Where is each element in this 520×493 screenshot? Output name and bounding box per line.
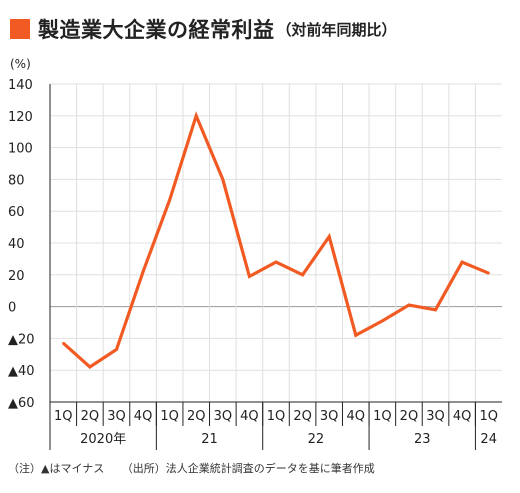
y-tick-label: 20 bbox=[8, 269, 25, 284]
footnotes: （注）▲はマイナス （出所）法人企業統計調査のデータを基に筆者作成 bbox=[8, 460, 375, 476]
x-tick-label: 2Q bbox=[293, 409, 312, 424]
year-label: 22 bbox=[308, 432, 325, 447]
data-point bbox=[407, 303, 411, 307]
x-tick-label: 1Q bbox=[267, 409, 286, 424]
x-tick-label: 3Q bbox=[320, 409, 339, 424]
y-tick-label: ▲40 bbox=[8, 364, 35, 379]
x-tick-label: 3Q bbox=[426, 409, 445, 424]
year-label: 2020年 bbox=[80, 432, 126, 447]
data-point bbox=[327, 235, 331, 238]
data-point bbox=[221, 178, 225, 181]
x-tick-label: 4Q bbox=[453, 409, 472, 424]
chart-title-block: 製造業大企業の経常利益 （対前年同期比） bbox=[10, 12, 397, 46]
x-tick-label: 2Q bbox=[81, 409, 100, 424]
chart-title: 製造業大企業の経常利益 bbox=[38, 18, 275, 42]
y-tick-label: 60 bbox=[8, 205, 25, 220]
y-tick-label: 140 bbox=[8, 78, 33, 93]
data-point bbox=[248, 275, 251, 278]
x-tick-label: 1Q bbox=[54, 409, 73, 424]
data-point bbox=[301, 273, 304, 276]
data-point bbox=[460, 260, 464, 264]
x-tick-label: 3Q bbox=[214, 409, 233, 424]
x-tick-label: 2Q bbox=[400, 409, 419, 424]
x-tick-label: 3Q bbox=[107, 409, 126, 424]
footnote-source: （出所）法人企業統計調査のデータを基に筆者作成 bbox=[121, 462, 375, 475]
y-tick-label: ▲20 bbox=[8, 332, 35, 347]
series-line-0 bbox=[62, 111, 490, 370]
y-tick-label: 0 bbox=[8, 301, 16, 316]
data-point bbox=[434, 308, 437, 311]
axes bbox=[49, 84, 502, 450]
x-tick-label: 4Q bbox=[347, 409, 366, 424]
x-tick-label: 1Q bbox=[160, 409, 179, 424]
chart-subtitle: （対前年同期比） bbox=[276, 20, 397, 39]
data-point bbox=[195, 114, 198, 118]
axis-labels: 140 120 100 80 60 40 20 0 ▲20 ▲40 ▲60 (%) 1Q 2Q 3Q 4Q 1Q… bbox=[8, 57, 498, 447]
x-tick-label: 2Q bbox=[187, 409, 206, 424]
year-label: 21 bbox=[201, 432, 218, 447]
grid-lines bbox=[50, 83, 502, 403]
data-point bbox=[274, 260, 278, 264]
x-tick-label: 1Q bbox=[479, 409, 498, 424]
data-point bbox=[168, 198, 171, 202]
x-tick-label: 1Q bbox=[373, 409, 392, 424]
x-tick-label: 4Q bbox=[134, 409, 153, 424]
data-point bbox=[381, 319, 384, 323]
y-tick-label: 40 bbox=[8, 237, 25, 252]
y-axis-unit: (%) bbox=[10, 57, 31, 71]
footnote-note: （注）▲はマイナス bbox=[8, 462, 105, 475]
series-layer bbox=[62, 111, 490, 370]
y-tick-label: ▲60 bbox=[8, 396, 35, 411]
data-point bbox=[354, 334, 357, 337]
title-marker bbox=[10, 19, 30, 39]
y-tick-label: 80 bbox=[8, 173, 25, 188]
y-tick-label: 120 bbox=[8, 110, 33, 125]
year-label: 23 bbox=[414, 432, 431, 447]
y-tick-label: 100 bbox=[8, 142, 33, 157]
x-tick-label: 4Q bbox=[240, 409, 259, 424]
data-point bbox=[88, 365, 92, 369]
year-label: 24 bbox=[480, 432, 497, 447]
data-point bbox=[62, 341, 65, 345]
data-point bbox=[141, 270, 145, 273]
data-point bbox=[487, 272, 490, 275]
data-point bbox=[115, 348, 118, 351]
